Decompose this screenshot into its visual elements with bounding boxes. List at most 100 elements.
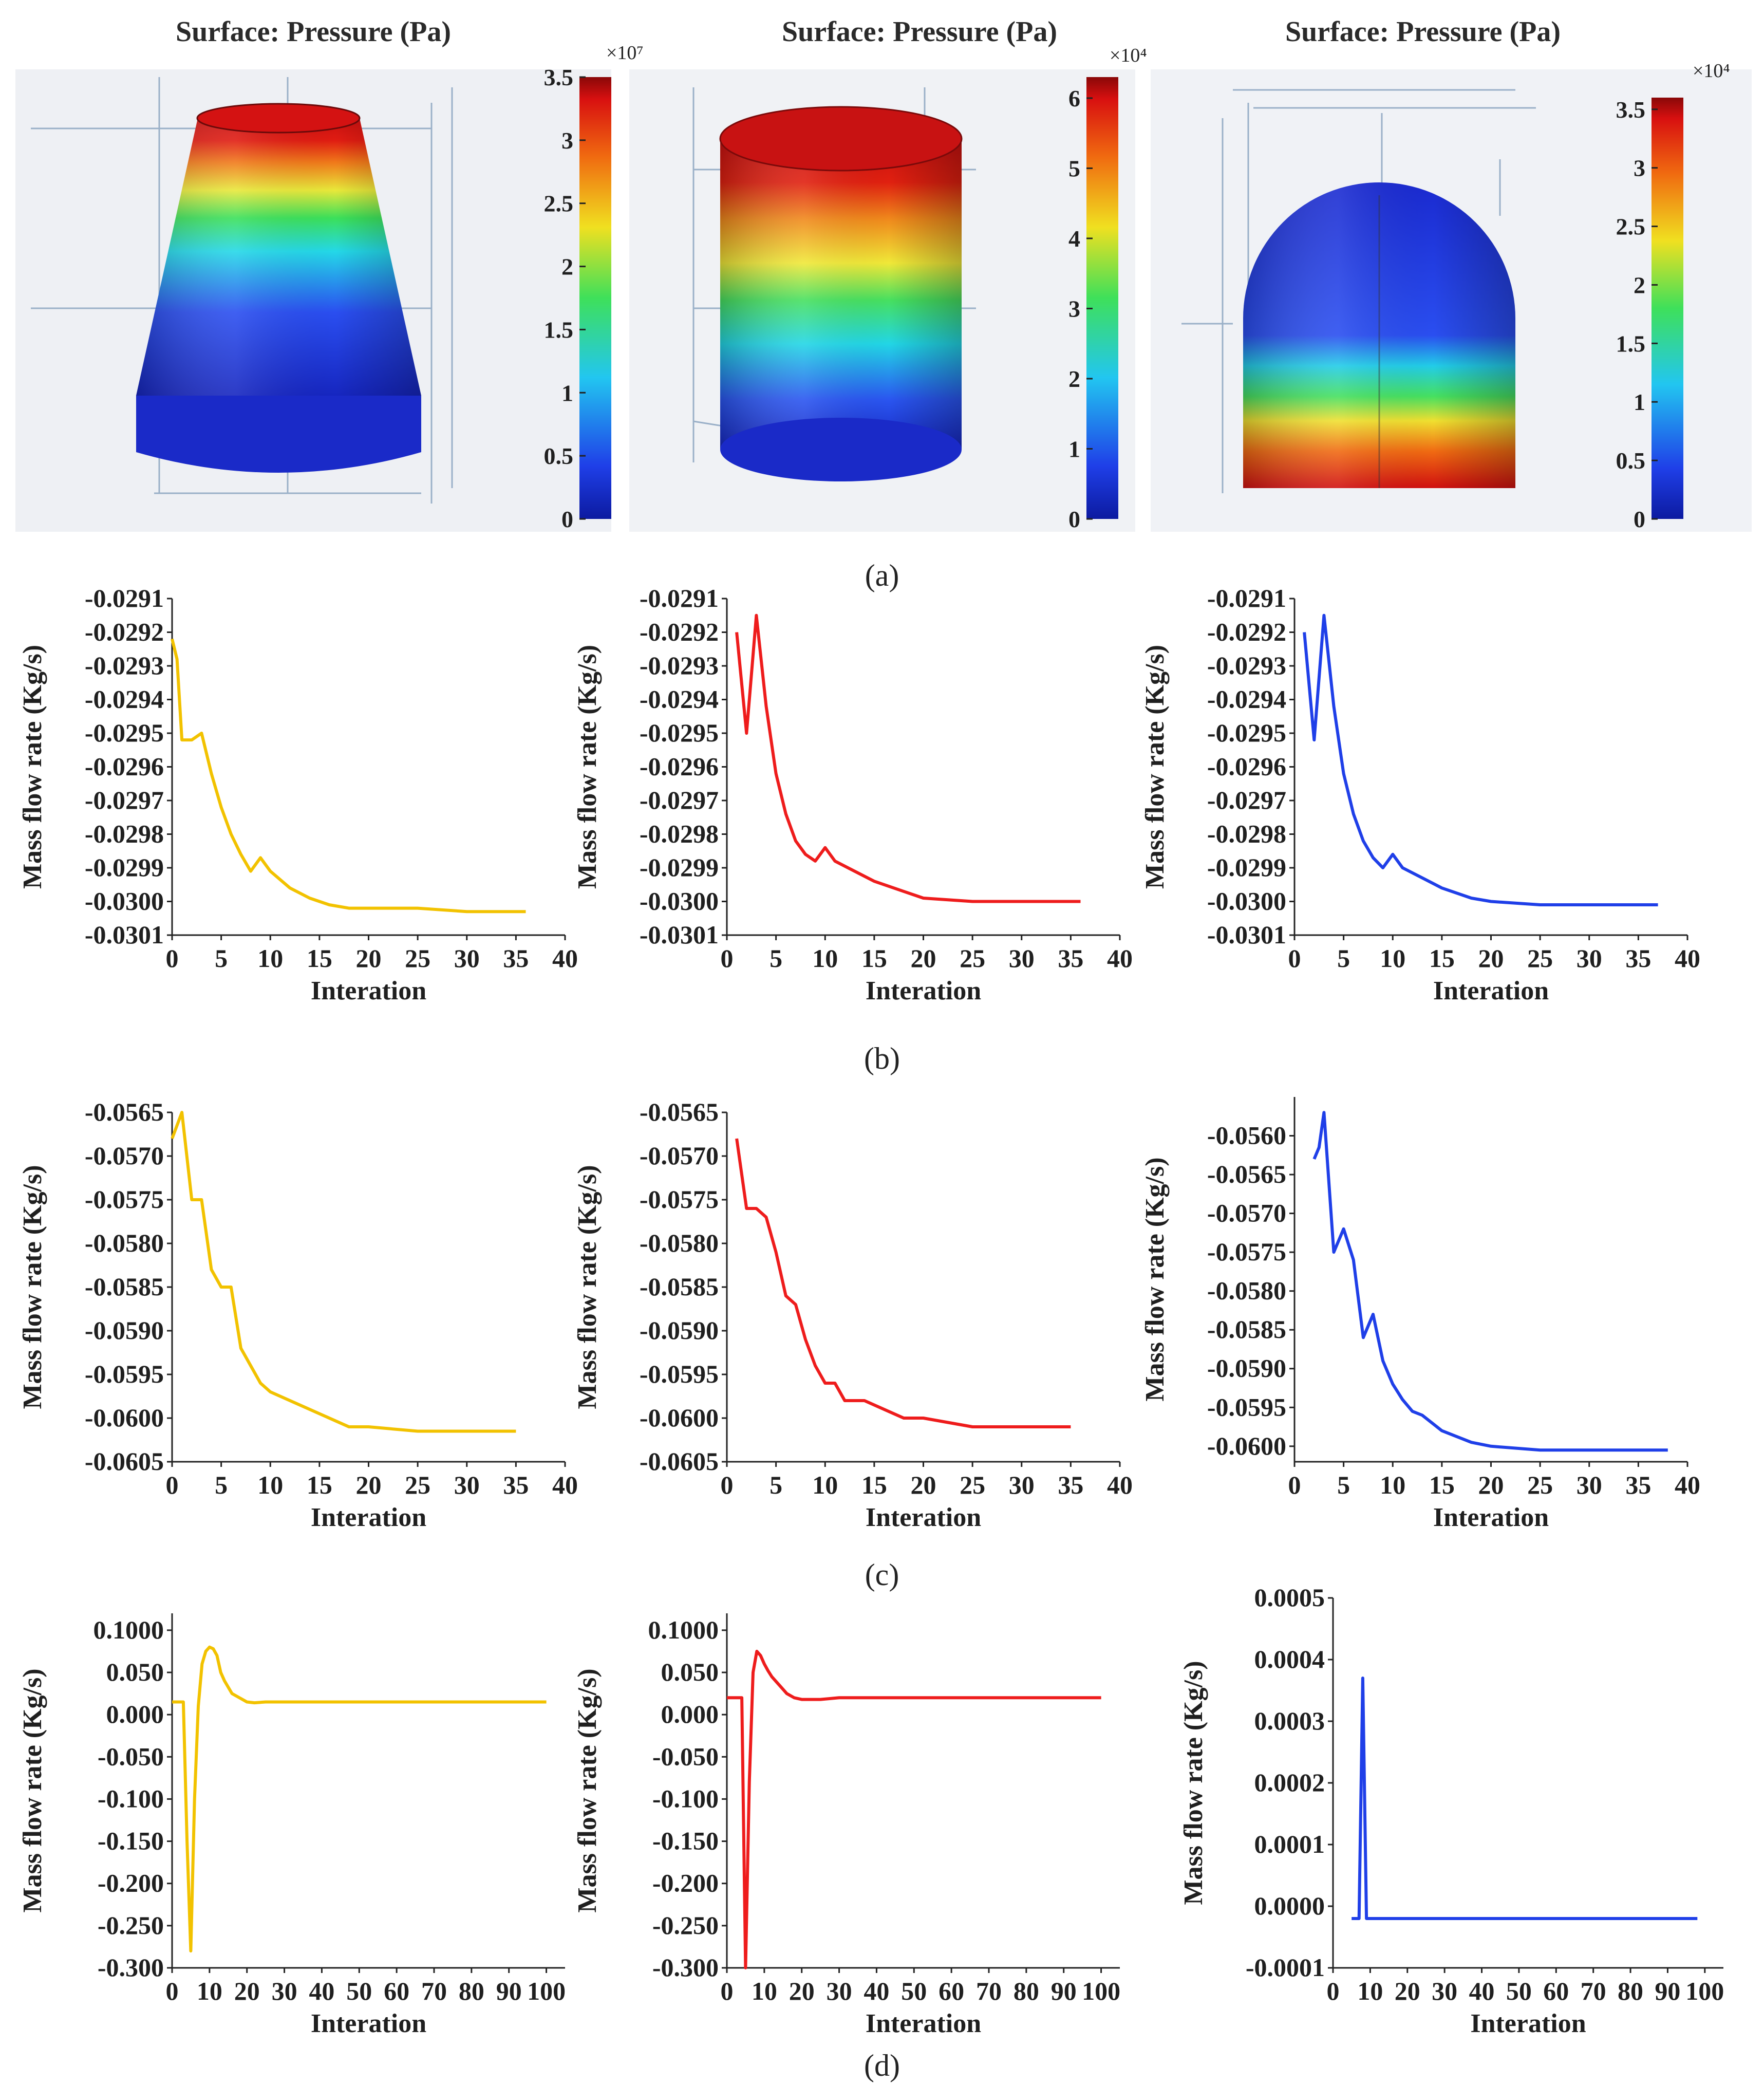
y-tick-label: -0.0590 <box>85 1316 164 1345</box>
y-tick-label: -0.0295 <box>85 718 164 747</box>
cylinder-bottom <box>720 418 962 481</box>
y-tick-label: -0.0291 <box>1207 584 1286 612</box>
x-tick-label: 5 <box>770 1470 782 1499</box>
cylinder-top <box>719 106 963 172</box>
colorbar-exponent: ×10⁴ <box>1693 60 1730 82</box>
surface-plot-cylinder: Surface: Pressure (Pa) ×10⁴ 6 5 4 3 2 1 0 <box>629 16 1147 532</box>
x-tick-label: 5 <box>215 1470 228 1499</box>
x-tick-label: 50 <box>1506 1977 1532 2005</box>
y-tick-label: -0.0590 <box>640 1316 719 1345</box>
x-tick-label: 15 <box>861 1470 887 1499</box>
x-tick-label: 20 <box>911 1470 936 1499</box>
x-tick-label: 30 <box>1432 1977 1457 2005</box>
x-tick-label: 0 <box>1327 1977 1340 2005</box>
x-tick-label: 35 <box>1058 944 1083 973</box>
y-tick-label: -0.0294 <box>640 685 719 714</box>
x-tick-label: 5 <box>1337 944 1350 973</box>
colorbar-exponent: ×10⁴ <box>1110 45 1147 66</box>
colorbar-tick-label: 2 <box>561 254 573 280</box>
series-line <box>735 1138 1071 1428</box>
colorbar-ticks: 3.5 3 2.5 2 1.5 1 0.5 0 <box>1616 97 1658 532</box>
x-axis-label: Interation <box>1433 976 1549 1006</box>
y-tick-label: 0.0002 <box>1254 1768 1325 1797</box>
x-tick-label: 40 <box>309 1977 334 2005</box>
y-tick-label: -0.0293 <box>1207 651 1286 680</box>
colorbar-tick-label: 1.5 <box>1616 330 1646 357</box>
x-tick-label: 25 <box>405 1470 430 1499</box>
series-line <box>171 1111 516 1433</box>
y-axis-label: Mass flow rate (Kg/s) <box>1179 1661 1208 1905</box>
x-tick-label: 10 <box>812 1470 838 1499</box>
x-tick-label: 0 <box>166 1977 179 2005</box>
chart-b-yellow: -0.0291 -0.0292 -0.0293 -0.0294 -0.0295 -0.02… <box>18 584 578 1006</box>
colorbar-tick-label: 1.5 <box>544 317 574 343</box>
y-tick-label: -0.0300 <box>1207 887 1286 916</box>
x-tick-label: 35 <box>1625 1470 1651 1499</box>
x-tick-label: 0 <box>166 1470 179 1499</box>
y-tick-label: -0.0300 <box>85 887 164 916</box>
y-axis-label: Mass flow rate (Kg/s) <box>18 1668 47 1912</box>
y-tick-label: -0.0294 <box>1207 685 1286 714</box>
y-tick-label: -0.0299 <box>1207 853 1286 882</box>
x-tick-label: 40 <box>864 1977 889 2005</box>
cone-top <box>196 103 361 134</box>
x-tick-label: 15 <box>307 944 332 973</box>
colorbar-tick-label: 4 <box>1068 226 1080 252</box>
y-tick-label: -0.300 <box>652 1953 719 1982</box>
x-tick-label: 20 <box>1395 1977 1420 2005</box>
x-tick-label: 30 <box>272 1977 297 2005</box>
y-tick-label: -0.0297 <box>640 786 719 814</box>
x-tick-label: 40 <box>552 1470 578 1499</box>
colorbar-tick-label: 0 <box>1068 506 1080 532</box>
surface-plot-cone: Surface: Pressure (Pa) ×10⁷ 3.5 3 2.5 2 1.5 1… <box>15 16 644 532</box>
y-tick-label: -0.0590 <box>1207 1354 1286 1383</box>
x-tick-label: 30 <box>1577 944 1602 973</box>
y-tick-label: 0.0005 <box>1254 1583 1325 1612</box>
y-tick-label: -0.050 <box>98 1742 164 1771</box>
colorbar <box>1652 98 1683 519</box>
y-tick-label: -0.0570 <box>1207 1199 1286 1227</box>
surface-title: Surface: Pressure (Pa) <box>176 16 451 48</box>
x-tick-label: 10 <box>197 1977 222 2005</box>
y-tick-label: -0.0595 <box>1207 1392 1286 1421</box>
y-tick-label: -0.0291 <box>85 584 164 612</box>
y-tick-label: -0.0294 <box>85 685 164 714</box>
y-tick-label: 0.050 <box>661 1658 719 1686</box>
x-tick-label: 35 <box>503 944 529 973</box>
x-tick-label: 60 <box>1543 1977 1569 2005</box>
colorbar-exponent: ×10⁷ <box>606 42 644 64</box>
x-tick-label: 40 <box>1675 944 1700 973</box>
x-tick-label: 35 <box>503 1470 529 1499</box>
colorbar-tick-label: 1 <box>1068 436 1080 462</box>
y-tick-label: -0.100 <box>652 1784 719 1813</box>
y-tick-label: 0.1000 <box>648 1615 719 1644</box>
x-tick-label: 25 <box>1527 1470 1553 1499</box>
surface-title: Surface: Pressure (Pa) <box>1285 16 1561 48</box>
x-tick-label: 70 <box>1581 1977 1606 2005</box>
x-tick-label: 0 <box>721 1977 734 2005</box>
y-axis-label: Mass flow rate (Kg/s) <box>18 645 47 889</box>
y-tick-label: -0.0296 <box>1207 752 1286 781</box>
x-tick-label: 25 <box>405 944 430 973</box>
series-line <box>1352 1677 1698 1920</box>
y-tick-label: -0.0300 <box>640 887 719 916</box>
colorbar-tick-label: 0.5 <box>1616 448 1646 474</box>
x-tick-label: 15 <box>1429 944 1455 973</box>
x-tick-label: 25 <box>960 1470 985 1499</box>
y-tick-label: 0.1000 <box>93 1615 164 1644</box>
x-tick-label: 10 <box>257 1470 283 1499</box>
x-tick-label: 5 <box>215 944 228 973</box>
x-axis-label: Interation <box>1433 1503 1549 1532</box>
panel-label-d: (d) <box>864 2049 900 2082</box>
y-tick-label: 0.000 <box>661 1700 719 1728</box>
y-tick-label: -0.0297 <box>85 786 164 814</box>
y-tick-label: -0.0298 <box>85 820 164 848</box>
y-tick-label: -0.0296 <box>640 752 719 781</box>
y-tick-label: -0.0565 <box>640 1097 719 1126</box>
x-tick-label: 40 <box>1107 944 1133 973</box>
colorbar-tick-label: 2 <box>1068 366 1080 392</box>
y-axis-label: Mass flow rate (Kg/s) <box>1140 1157 1170 1401</box>
y-axis-label: Mass flow rate (Kg/s) <box>1140 645 1170 889</box>
panel-label-c: (c) <box>865 1558 899 1592</box>
